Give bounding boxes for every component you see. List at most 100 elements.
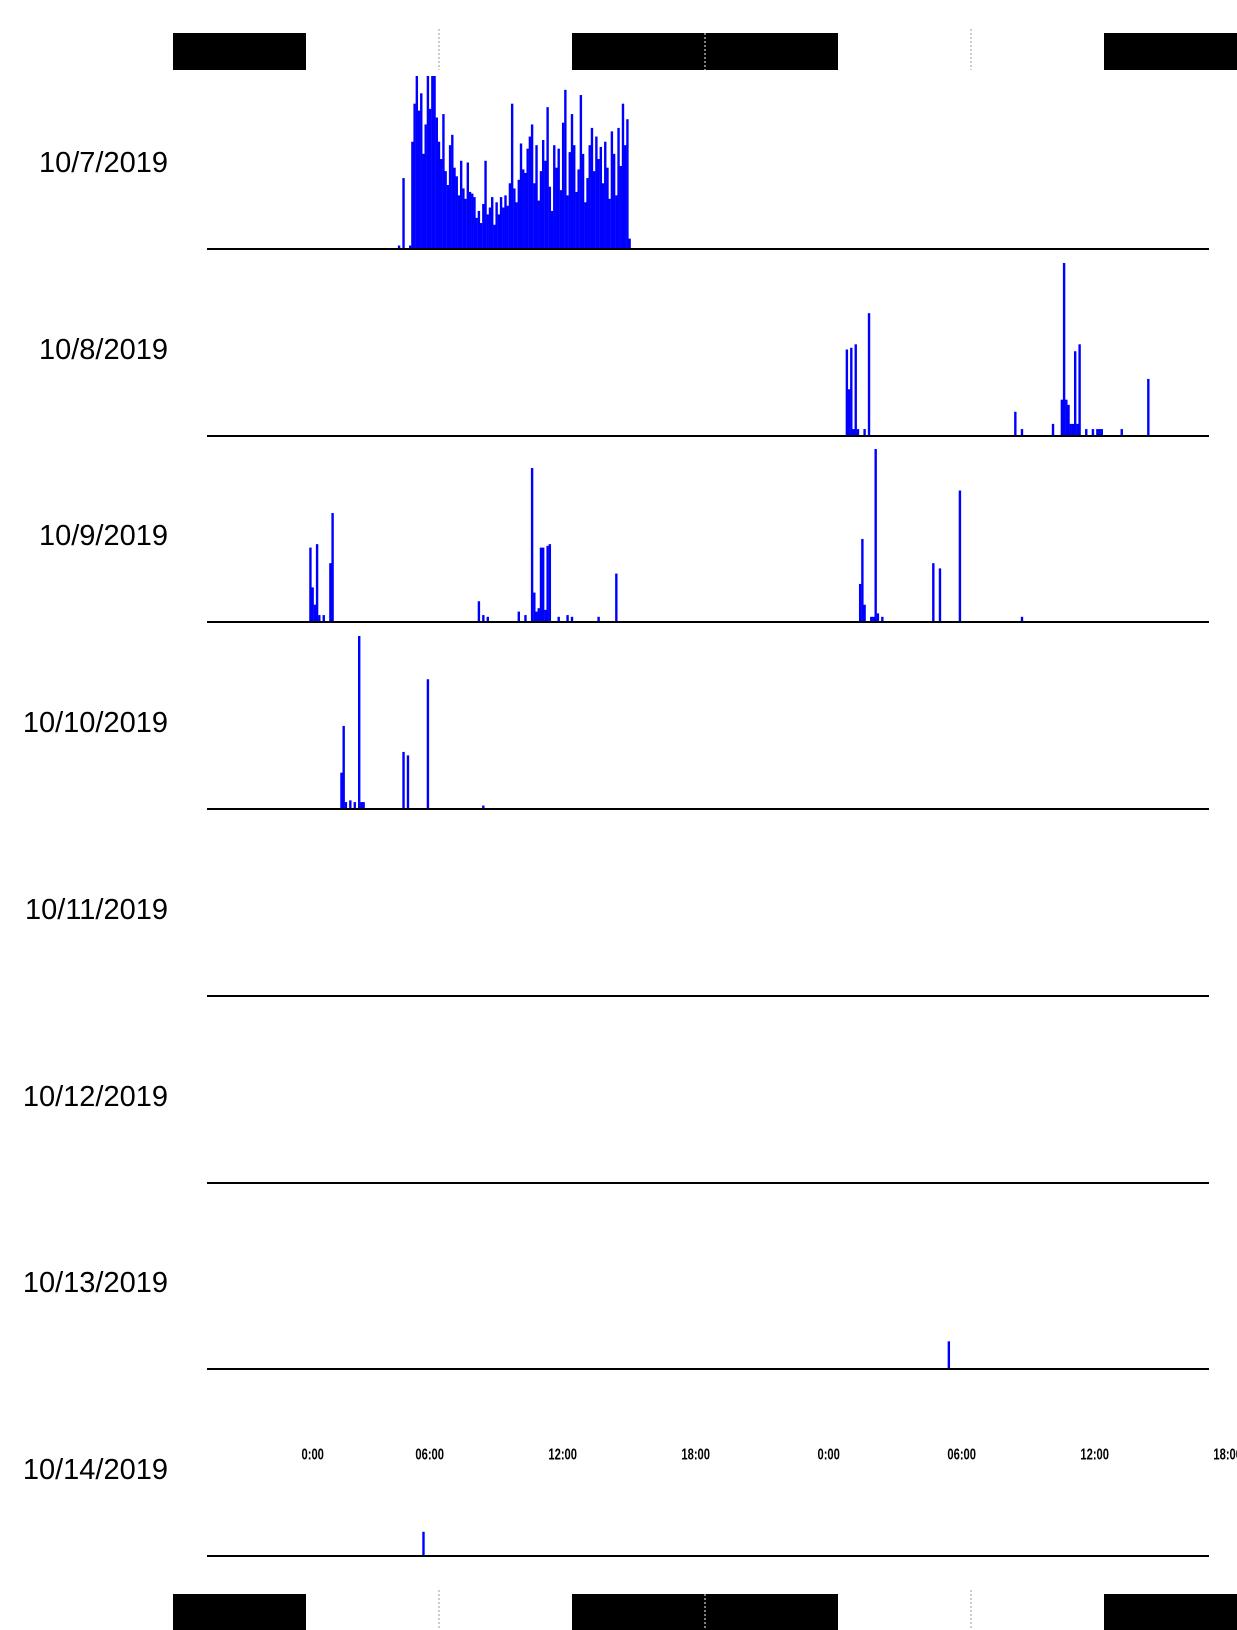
activity-bar <box>861 538 864 622</box>
activity-bar <box>1062 263 1066 436</box>
activity-bar <box>850 347 853 436</box>
activity-bar <box>358 636 361 809</box>
activity-bar <box>548 186 552 249</box>
activity-bar <box>344 802 348 809</box>
activity-bar <box>541 547 545 622</box>
activity-bar <box>428 108 432 250</box>
activity-bar <box>537 200 540 249</box>
activity-bar <box>932 563 935 622</box>
activity-bar <box>530 124 534 249</box>
activity-bar <box>539 547 543 622</box>
activity-bar <box>440 159 443 249</box>
activity-bar <box>530 468 534 622</box>
activity-bar <box>1076 423 1079 436</box>
activity-bar <box>510 103 514 250</box>
day-label: 10/14/2019 <box>23 1454 168 1486</box>
day-row: 10/10/2019 <box>23 636 1209 810</box>
activity-bar <box>577 169 580 249</box>
bottom-dark-period <box>173 1594 306 1630</box>
activity-bar <box>608 198 611 249</box>
activity-bar <box>442 114 445 249</box>
activity-bar <box>592 171 596 249</box>
activity-bar <box>417 110 421 249</box>
activity-bar <box>597 616 600 622</box>
activity-bar <box>471 193 474 249</box>
activity-bar <box>517 179 520 249</box>
activity-bar <box>309 547 312 622</box>
activity-bar <box>546 545 549 622</box>
activity-bar <box>1067 404 1070 436</box>
activity-bar <box>617 127 620 249</box>
activity-bar <box>581 153 585 249</box>
activity-bar <box>876 613 880 622</box>
activity-bar <box>402 178 405 249</box>
bottom-tick-label: 0:00 <box>301 1445 324 1464</box>
activity-bar <box>1073 351 1077 436</box>
activity-bar <box>311 587 314 622</box>
activity-bar <box>1100 429 1103 436</box>
activity-bar <box>557 148 560 249</box>
bottom-tick-label: 18:00 <box>681 1445 710 1464</box>
activity-bar <box>845 349 849 436</box>
activity-bar <box>451 134 454 249</box>
bottom-time-axis: 0:00 06:00 12:00 18:00 0:00 06:00 12:00 18:00 <box>173 1445 1237 1630</box>
day-row: 10/14/2019 <box>23 1454 1209 1557</box>
activity-bar <box>508 183 512 249</box>
day-label: 10/10/2019 <box>23 707 168 739</box>
activity-bar <box>362 802 365 809</box>
activity-bar <box>599 146 603 249</box>
activity-bar <box>615 573 618 622</box>
activity-bar <box>435 117 438 250</box>
activity-bar <box>624 145 627 249</box>
activity-bar <box>628 238 631 249</box>
activity-bar <box>513 188 516 249</box>
activity-bar <box>453 167 456 249</box>
bottom-tick-label: 12:00 <box>548 1445 577 1464</box>
activity-bar <box>856 429 860 436</box>
activity-bar <box>457 195 461 249</box>
activity-bar <box>555 167 558 249</box>
activity-bar <box>499 197 503 249</box>
activity-bar <box>858 583 862 622</box>
activity-bar <box>621 103 625 250</box>
activity-bar <box>1091 429 1095 436</box>
day-label: 10/11/2019 <box>25 894 168 926</box>
activity-bar <box>584 202 587 249</box>
activity-bar <box>1147 378 1150 436</box>
day-label: 10/7/2019 <box>39 147 168 179</box>
activity-bar <box>482 615 485 622</box>
activity-bar <box>597 159 600 249</box>
activity-bar <box>329 563 332 622</box>
activity-bar <box>313 604 317 622</box>
activity-bar <box>424 124 427 249</box>
activity-bar <box>506 205 509 249</box>
activity-bar <box>517 611 520 622</box>
activity-bar <box>488 207 492 249</box>
activity-bar <box>448 145 452 249</box>
activity-bar <box>1051 423 1055 436</box>
activity-bar <box>601 183 605 249</box>
activity-bar <box>491 197 494 249</box>
activity-bar <box>406 755 410 809</box>
activity-bar <box>524 615 527 622</box>
activity-bar <box>537 608 540 622</box>
activity-bar <box>604 141 607 249</box>
activity-bar <box>575 191 578 249</box>
activity-bar <box>570 114 574 249</box>
activity-bar <box>426 76 430 249</box>
activity-bar <box>1060 399 1064 436</box>
top-dark-period <box>1104 33 1237 70</box>
activity-bar <box>570 616 574 622</box>
activity-bar <box>610 131 614 249</box>
activity-bar <box>1065 399 1068 436</box>
activity-bar <box>484 160 487 249</box>
activity-bar <box>573 145 576 249</box>
activity-bar <box>854 344 857 436</box>
activity-bar <box>504 195 507 249</box>
activity-bar <box>515 202 518 249</box>
activity-bar <box>464 198 467 249</box>
activity-bar <box>1020 429 1024 436</box>
activity-bar <box>402 751 405 809</box>
